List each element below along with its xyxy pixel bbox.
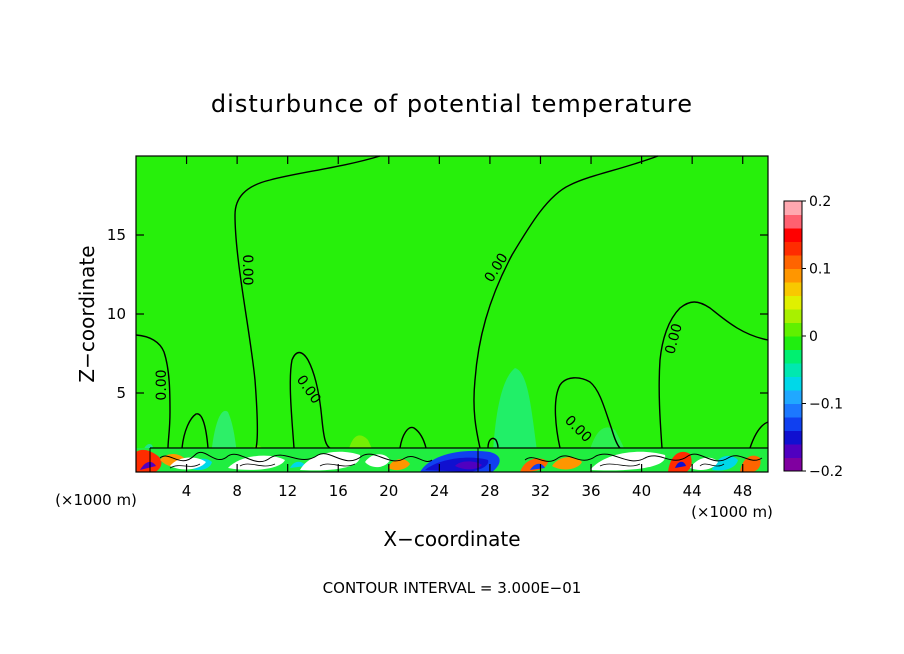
y-tick-label: 5 bbox=[116, 384, 126, 402]
x-tick-label: 4 bbox=[182, 482, 192, 500]
x-unit-left: (×1000 m) bbox=[55, 491, 137, 509]
colorbar-swatch bbox=[784, 444, 802, 458]
colorbar-swatch bbox=[784, 417, 802, 431]
colorbar-tick-label: 0 bbox=[809, 329, 818, 345]
colorbar-swatch bbox=[784, 322, 802, 337]
contour-label: 0.00 bbox=[662, 322, 686, 356]
field-background bbox=[136, 156, 768, 472]
chart-title: disturbunce of potential temperature bbox=[211, 90, 693, 118]
x-tick-label: 24 bbox=[430, 482, 449, 500]
colorbar-swatch bbox=[784, 349, 802, 364]
colorbar-tick-label: 0.2 bbox=[809, 194, 831, 210]
x-tick-label: 16 bbox=[329, 482, 348, 500]
colorbar-swatch bbox=[784, 201, 802, 215]
x-tick-label: 20 bbox=[379, 482, 398, 500]
x-tick-label: 32 bbox=[531, 482, 550, 500]
surface-layer bbox=[136, 447, 769, 472]
colorbar-swatch bbox=[784, 268, 802, 283]
colorbar-swatch bbox=[784, 336, 802, 350]
negative-anomaly-region bbox=[492, 368, 540, 472]
colorbar-swatch bbox=[784, 309, 802, 323]
colorbar-tick-label: −0.2 bbox=[809, 464, 843, 480]
x-tick-label: 40 bbox=[632, 482, 651, 500]
x-tick-label: 48 bbox=[733, 482, 752, 500]
contour-label: 0.00 bbox=[239, 254, 255, 285]
colorbar-swatch bbox=[784, 282, 802, 296]
colorbar-swatch bbox=[784, 228, 802, 242]
colorbar-tick-label: 0.1 bbox=[809, 262, 831, 278]
y-axis: 5 10 15 bbox=[107, 226, 768, 402]
colorbar: 0.2 0.1 0 −0.1 −0.2 bbox=[783, 194, 843, 480]
colorbar-tick-label: −0.1 bbox=[809, 397, 843, 413]
x-tick-label: 44 bbox=[683, 482, 702, 500]
contour-interval-note: CONTOUR INTERVAL = 3.000E−01 bbox=[323, 579, 582, 597]
colorbar-swatch bbox=[784, 457, 802, 472]
x-tick-label: 36 bbox=[581, 482, 600, 500]
colorbar-swatch bbox=[784, 295, 802, 310]
y-tick-label: 15 bbox=[107, 226, 126, 244]
y-axis-label: Z−coordinate bbox=[75, 245, 99, 382]
colorbar-swatch bbox=[784, 390, 802, 404]
x-tick-label: 8 bbox=[232, 482, 242, 500]
x-axis: 4 8 12 16 20 24 28 32 36 40 44 48 bbox=[182, 156, 752, 500]
colorbar-swatch bbox=[784, 363, 802, 377]
colorbar-swatch bbox=[784, 214, 802, 229]
x-tick-label: 28 bbox=[480, 482, 499, 500]
colorbar-swatch bbox=[784, 403, 802, 418]
x-tick-label: 12 bbox=[278, 482, 297, 500]
colorbar-swatch bbox=[784, 430, 802, 445]
colorbar-swatch bbox=[784, 255, 802, 269]
contour-label: 0.00 bbox=[154, 369, 170, 400]
colorbar-swatch bbox=[784, 376, 802, 391]
y-tick-label: 10 bbox=[107, 305, 126, 323]
contour-lines bbox=[135, 155, 769, 449]
colorbar-swatch bbox=[784, 241, 802, 256]
x-axis-label: X−coordinate bbox=[383, 527, 520, 551]
x-unit-right: (×1000 m) bbox=[691, 503, 773, 521]
plot-area: 0.00 0.00 0.00 0.00 0.00 0.00 bbox=[135, 155, 769, 473]
